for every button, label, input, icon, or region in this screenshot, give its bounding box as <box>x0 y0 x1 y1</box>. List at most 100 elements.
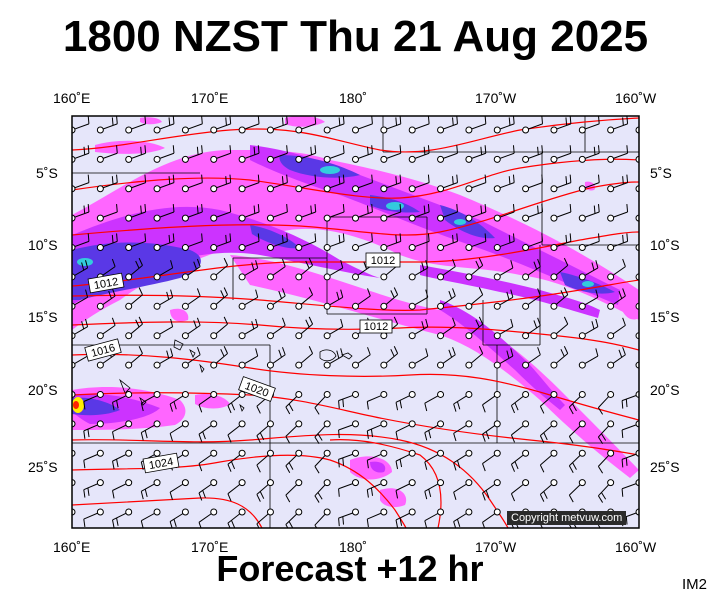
wind-barb <box>112 420 133 440</box>
wind-barb <box>96 145 118 163</box>
precipitation-very-heavy <box>72 166 594 413</box>
wind-barb <box>338 479 359 497</box>
lat-label-left-5s: 5˚S <box>36 165 58 181</box>
wind-barb <box>83 390 104 410</box>
wind-barb <box>323 260 344 281</box>
lat-label-right-20s: 20˚S <box>650 382 680 398</box>
wind-barb <box>125 346 143 369</box>
wind-barb <box>198 479 218 501</box>
wind-barb <box>338 420 359 439</box>
wind-barb <box>227 508 246 528</box>
wind-barb <box>181 174 203 193</box>
wind-barb <box>323 233 345 252</box>
wind-barb <box>465 203 487 222</box>
wind-barb <box>153 116 175 134</box>
wind-barb <box>314 479 331 503</box>
wind-barb <box>323 145 345 163</box>
wind-barb <box>465 116 487 134</box>
wind-barb <box>140 420 161 441</box>
wind-barb <box>352 203 373 222</box>
wind-barb <box>568 420 586 444</box>
wind-barb <box>72 203 90 222</box>
wind-barb <box>112 390 133 411</box>
wind-barb <box>465 174 487 193</box>
wind-barb <box>597 390 615 415</box>
wind-barb <box>295 116 317 134</box>
wind-barb <box>238 174 260 193</box>
wind-barb <box>380 203 402 222</box>
wind-barb <box>338 449 359 468</box>
wind-barb <box>72 318 89 340</box>
wind-barb <box>210 203 232 222</box>
wind-barb <box>72 174 90 193</box>
isobar-label-text: 1024 <box>148 456 174 472</box>
wind-barb <box>465 316 484 340</box>
wind-barb <box>437 288 456 310</box>
isobar-label-1012-b: 1012 <box>87 272 125 294</box>
wind-barb <box>522 233 544 252</box>
wind-barb <box>522 288 541 310</box>
wind-barb <box>380 233 402 252</box>
wind-barb <box>210 145 232 163</box>
wind-barb <box>522 347 541 369</box>
wind-barb <box>238 348 259 369</box>
wind-barb <box>437 258 456 281</box>
wind-barb <box>140 479 161 500</box>
wind-barb <box>482 508 501 528</box>
wind-barb <box>125 287 143 310</box>
wind-barb <box>153 233 175 252</box>
wind-barb <box>453 420 473 442</box>
wind-barb <box>323 116 345 134</box>
wind-barb <box>266 288 286 310</box>
wind-barb <box>550 346 569 369</box>
wind-barb <box>323 289 344 310</box>
wind-barb <box>210 257 228 281</box>
wind-barb <box>437 233 458 252</box>
wind-barb <box>169 420 189 442</box>
wind-barb <box>210 346 228 369</box>
wind-barb <box>522 174 544 193</box>
lat-label-right-5s: 5˚S <box>650 165 672 181</box>
wind-barb <box>112 508 133 528</box>
wind-barb <box>266 347 286 369</box>
wind-barb <box>323 203 345 222</box>
wind-barb <box>607 347 626 369</box>
lat-label-left-10s: 10˚S <box>28 237 58 253</box>
wind-barb <box>169 479 189 500</box>
image-tag: IM2 <box>681 576 707 593</box>
wind-barb <box>256 449 274 473</box>
wind-barb <box>408 145 430 163</box>
wind-barb <box>227 449 246 472</box>
wind-barb <box>96 203 118 222</box>
wind-barb <box>210 287 228 310</box>
wind-barb <box>125 203 147 222</box>
wind-barb <box>437 317 456 340</box>
wind-barb <box>607 258 626 281</box>
wind-barb <box>437 347 456 369</box>
wind-barb <box>493 318 514 340</box>
wind-barb <box>83 479 104 498</box>
wind-barb <box>465 346 484 369</box>
wind-barb <box>198 508 218 528</box>
wind-barb <box>395 508 416 528</box>
wind-barb <box>510 420 530 443</box>
wind-barb <box>198 390 218 413</box>
wind-barb <box>424 508 445 528</box>
island-outlines <box>119 339 353 412</box>
wind-barb <box>125 233 147 252</box>
wind-barb <box>482 390 501 413</box>
wind-barb <box>96 288 116 310</box>
wind-barb <box>227 420 246 443</box>
wind-barb <box>125 316 143 340</box>
wind-barb <box>395 449 416 470</box>
wind-barb <box>493 145 515 163</box>
wind-barb <box>366 449 388 469</box>
wind-barb <box>352 174 373 193</box>
isobar-labels: 1012 1012 1016 1020 1024 1012 <box>84 252 401 474</box>
wind-barb <box>395 420 416 440</box>
wind-barb <box>437 145 458 163</box>
wind-barb <box>578 289 599 310</box>
wind-barb <box>153 318 174 340</box>
wind-barb <box>380 116 402 134</box>
